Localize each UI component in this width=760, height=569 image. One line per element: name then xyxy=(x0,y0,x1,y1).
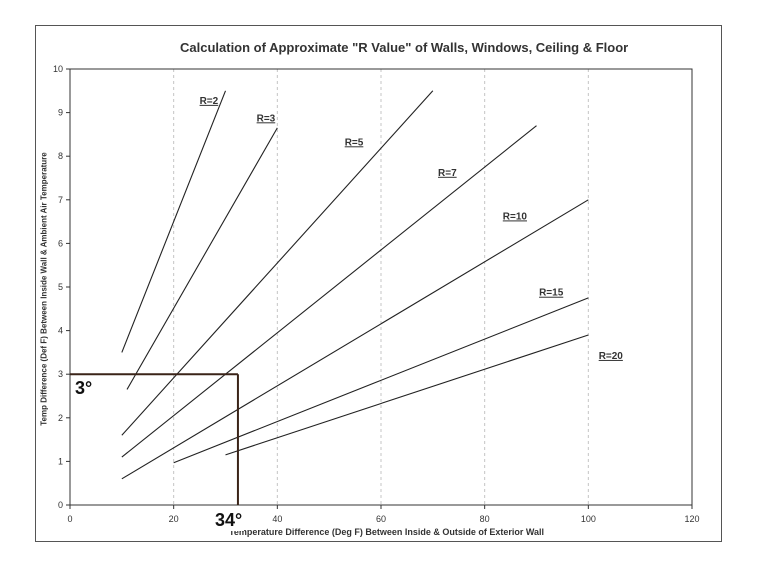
annotation-y-value: 3° xyxy=(75,378,93,398)
y-tick-label: 10 xyxy=(53,64,63,74)
x-tick-label: 100 xyxy=(581,514,596,524)
x-tick-label: 0 xyxy=(67,514,72,524)
x-tick-label: 40 xyxy=(272,514,282,524)
series-line-r-2 xyxy=(121,90,227,353)
chart-frame xyxy=(35,25,722,542)
series-line-r-20 xyxy=(225,334,589,456)
y-tick-label: 5 xyxy=(58,282,63,292)
series-line-r-3 xyxy=(126,127,278,390)
y-tick-label: 7 xyxy=(58,195,63,205)
x-tick-label: 80 xyxy=(480,514,490,524)
y-axis-label: Temp Difference (Def F) Between Inside W… xyxy=(39,152,49,426)
y-tick-label: 9 xyxy=(58,108,63,118)
series-line-r-7 xyxy=(121,125,537,458)
series-label-r-2: R=2 xyxy=(200,96,219,107)
x-tick-label: 20 xyxy=(169,514,179,524)
series-label-r-10: R=10 xyxy=(503,211,528,222)
chart-title: Calculation of Approximate "R Value" of … xyxy=(180,40,629,55)
x-axis-label: Temperature Difference (Deg F) Between I… xyxy=(229,527,545,537)
y-tick-label: 4 xyxy=(58,326,63,336)
y-tick-label: 1 xyxy=(58,456,63,466)
series-label-r-5: R=5 xyxy=(345,137,364,148)
series-line-r-15 xyxy=(173,297,589,464)
series-label-r-3: R=3 xyxy=(257,113,276,124)
series-label-r-15: R=15 xyxy=(539,288,564,299)
annotation-x-value: 34° xyxy=(213,510,245,531)
series-label-r-20: R=20 xyxy=(599,351,624,362)
y-tick-label: 3 xyxy=(58,369,63,379)
x-tick-label: 60 xyxy=(376,514,386,524)
series-line-r-5 xyxy=(121,90,434,436)
y-tick-label: 0 xyxy=(58,500,63,510)
series-line-r-10 xyxy=(121,199,589,480)
y-tick-label: 6 xyxy=(58,238,63,248)
series-label-r-7: R=7 xyxy=(438,168,457,179)
x-tick-label: 120 xyxy=(684,514,699,524)
y-tick-label: 2 xyxy=(58,413,63,423)
y-tick-label: 8 xyxy=(58,151,63,161)
